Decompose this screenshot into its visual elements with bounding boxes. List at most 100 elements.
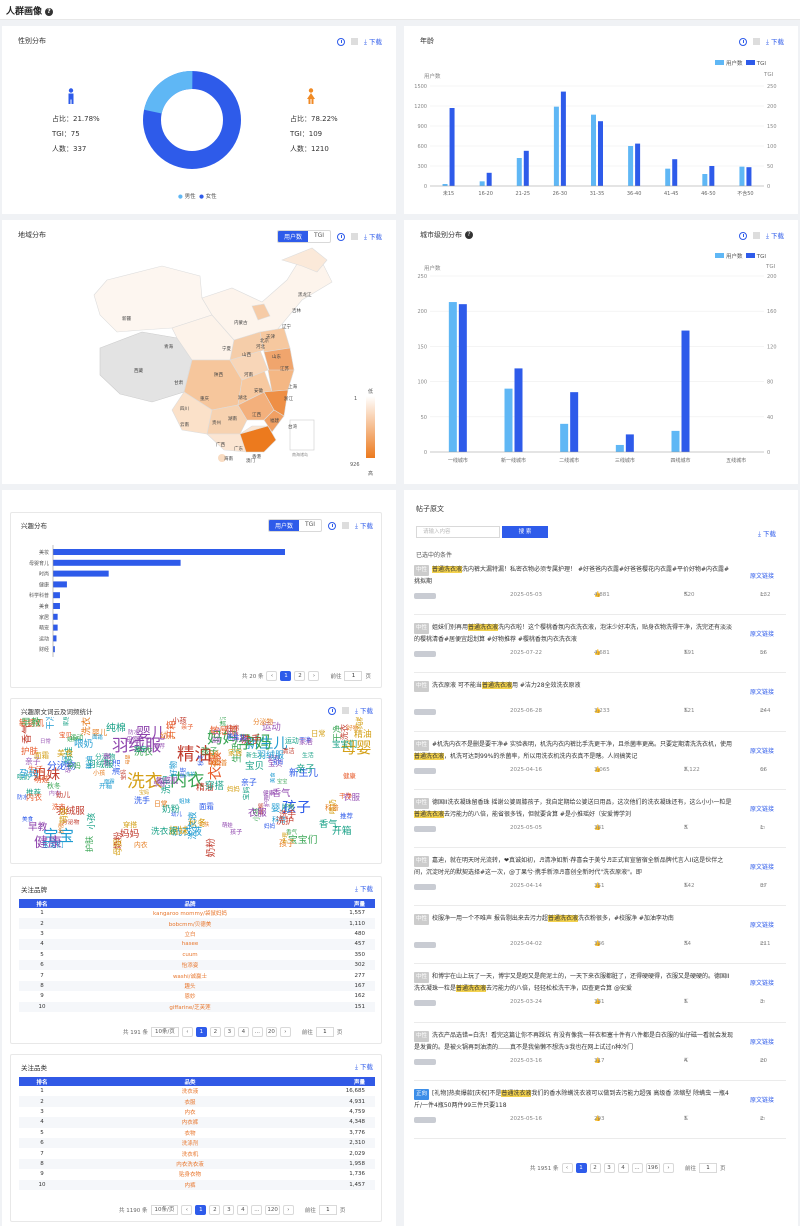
category-name-cell[interactable]: 洗衣机 [181, 1151, 199, 1158]
next-page-button[interactable]: › [308, 671, 320, 681]
brand-name-cell[interactable]: bobcmm/贝德美 [65, 918, 315, 929]
origin-link[interactable]: 原文链接 [750, 689, 775, 697]
clock-icon[interactable] [739, 37, 748, 46]
page-ellipsis[interactable]: ... [631, 1163, 643, 1173]
help-icon[interactable]: ? [465, 231, 473, 239]
interest-metric-toggle[interactable]: 用户数 TGI [267, 519, 323, 532]
clock-icon[interactable] [337, 232, 346, 241]
origin-link[interactable]: 原文链接 [750, 573, 775, 580]
origin-link[interactable]: 原文链接 [750, 1038, 775, 1046]
brand-name-cell[interactable]: 怡添姿 [65, 959, 315, 971]
post-text: 中性 洗衣原液 可不能当普通洗衣液用 #洁力28全效洗衣原液 [414, 680, 734, 693]
category-name-cell[interactable]: 衣物 [184, 1130, 196, 1137]
post-text-after: 洗内裤大漏特漏！私密衣物必须专属护理！ #好爸爸内衣露#好爸爸樱花内衣露#平价好… [414, 566, 730, 585]
posts-download-button[interactable]: ⤓ 下载 [758, 530, 776, 538]
next-page-button[interactable]: › [279, 1027, 291, 1037]
next-page-button[interactable]: › [663, 1163, 674, 1173]
page-button[interactable]: 1 [575, 1163, 587, 1173]
table-icon[interactable] [342, 707, 350, 714]
region-metric-toggle[interactable]: 用户数 TGI [276, 230, 332, 243]
page-button[interactable]: 1 [195, 1205, 207, 1215]
download-button[interactable]: ⤓ 下载 [364, 233, 382, 241]
prev-page-button[interactable]: ‹ [266, 671, 278, 681]
toggle-user-count[interactable]: 用户数 [277, 231, 308, 242]
download-button[interactable]: ⤓ 下载 [766, 38, 784, 46]
page-button[interactable]: 4 [237, 1027, 249, 1037]
page-button[interactable]: 3 [603, 1163, 615, 1173]
page-button[interactable]: 196 [645, 1163, 660, 1173]
volume-cell: 1,557 [349, 910, 365, 917]
category-name-cell[interactable]: 贴身衣物 [178, 1172, 201, 1179]
page-button[interactable]: 3 [223, 1027, 235, 1037]
page-button[interactable]: 2 [294, 671, 306, 681]
clock-icon[interactable] [328, 706, 337, 715]
page-button[interactable]: 1 [195, 1027, 207, 1037]
brand-name-cell[interactable]: washi/诚赢士 [172, 973, 208, 980]
origin-link[interactable]: 原文链接 [750, 922, 775, 930]
page-button[interactable]: 120 [265, 1205, 280, 1215]
next-page-button[interactable]: › [282, 1205, 294, 1215]
category-name-cell[interactable]: 内裤 [65, 1179, 315, 1190]
download-button[interactable]: ⤓ 下载 [766, 232, 784, 240]
origin-link[interactable]: 原文链接 [750, 631, 775, 639]
posts-search-button[interactable]: 搜 索 [502, 526, 548, 538]
page-button[interactable]: 20 [265, 1027, 277, 1037]
posts-search-input[interactable]: 请输入内容 [416, 526, 500, 538]
origin-link[interactable]: 原文链接 [750, 864, 775, 871]
goto-input[interactable]: 1 [315, 1027, 334, 1037]
page-size-select[interactable]: 10条/页 [150, 1205, 179, 1215]
download-button[interactable]: ⤓ 下载 [355, 885, 373, 893]
page-button[interactable]: 4 [617, 1163, 629, 1173]
category-name-cell[interactable]: 内衣洗衣液 [65, 1158, 315, 1170]
page-button[interactable]: 2 [209, 1205, 221, 1215]
y-tick-left: 50 [421, 415, 427, 421]
table-icon[interactable] [342, 522, 350, 529]
prev-page-button[interactable]: ‹ [181, 1027, 193, 1037]
table-icon[interactable] [753, 38, 761, 45]
brand-name-cell[interactable]: hasee [65, 939, 315, 950]
category-name-cell[interactable]: 内衣裤 [65, 1117, 315, 1128]
toggle-user-count[interactable]: 用户数 [268, 520, 299, 531]
download-button[interactable]: ⤓ 下载 [355, 1063, 373, 1071]
clock-icon[interactable] [739, 231, 748, 240]
page-button[interactable]: 4 [237, 1205, 249, 1215]
page-button[interactable]: 2 [209, 1027, 221, 1037]
category-name-cell[interactable]: 洗衣液 [181, 1089, 199, 1096]
goto-input[interactable]: 1 [699, 1163, 718, 1173]
brand-name-cell[interactable]: 立白 [184, 931, 196, 938]
page-button[interactable]: 3 [223, 1205, 235, 1215]
category-name-cell[interactable]: 内衣 [184, 1109, 196, 1116]
page-button[interactable]: 1 [280, 671, 292, 681]
table-icon[interactable] [753, 232, 761, 239]
goto-input[interactable]: 1 [318, 1205, 337, 1215]
table-icon[interactable] [351, 233, 359, 240]
prev-page-button[interactable]: ‹ [561, 1163, 573, 1173]
download-button[interactable]: ⤓ 下载 [355, 522, 373, 530]
goto-input[interactable]: 1 [344, 671, 363, 681]
page-button[interactable]: 2 [589, 1163, 601, 1173]
page-ellipsis[interactable]: ... [251, 1027, 263, 1037]
clock-icon[interactable] [337, 37, 346, 46]
prev-page-button[interactable]: ‹ [181, 1205, 193, 1215]
brand-name-cell[interactable]: 恩妙 [184, 994, 196, 1001]
brand-name-cell[interactable]: giffarine/芝芙莲 [65, 1001, 315, 1012]
origin-link[interactable]: 原文链接 [750, 980, 775, 988]
category-name-cell[interactable]: 衣服 [65, 1096, 315, 1107]
origin-link[interactable]: 原文链接 [750, 747, 775, 755]
x-tick: 41-45 [664, 191, 679, 197]
origin-link[interactable]: 原文链接 [750, 1096, 775, 1104]
help-icon[interactable]: ? [45, 8, 54, 16]
brand-name-cell[interactable]: cuum [182, 951, 198, 958]
clock-icon[interactable] [328, 521, 337, 530]
table-icon[interactable] [351, 38, 359, 45]
brand-name-cell[interactable]: 趣头 [65, 980, 315, 992]
toggle-tgi[interactable]: TGI [313, 232, 325, 239]
toggle-tgi[interactable]: TGI [304, 521, 316, 528]
brand-name-cell[interactable]: kangaroo mommy/袋鼠妈妈 [153, 911, 227, 918]
page-size-select[interactable]: 10条/页 [151, 1027, 179, 1037]
origin-link[interactable]: 原文链接 [750, 805, 775, 813]
category-name-cell[interactable]: 洗涤剂 [65, 1137, 315, 1149]
download-button[interactable]: ⤓ 下载 [364, 38, 382, 46]
page-ellipsis[interactable]: ... [251, 1205, 263, 1215]
download-button[interactable]: ⤓ 下载 [355, 707, 373, 715]
